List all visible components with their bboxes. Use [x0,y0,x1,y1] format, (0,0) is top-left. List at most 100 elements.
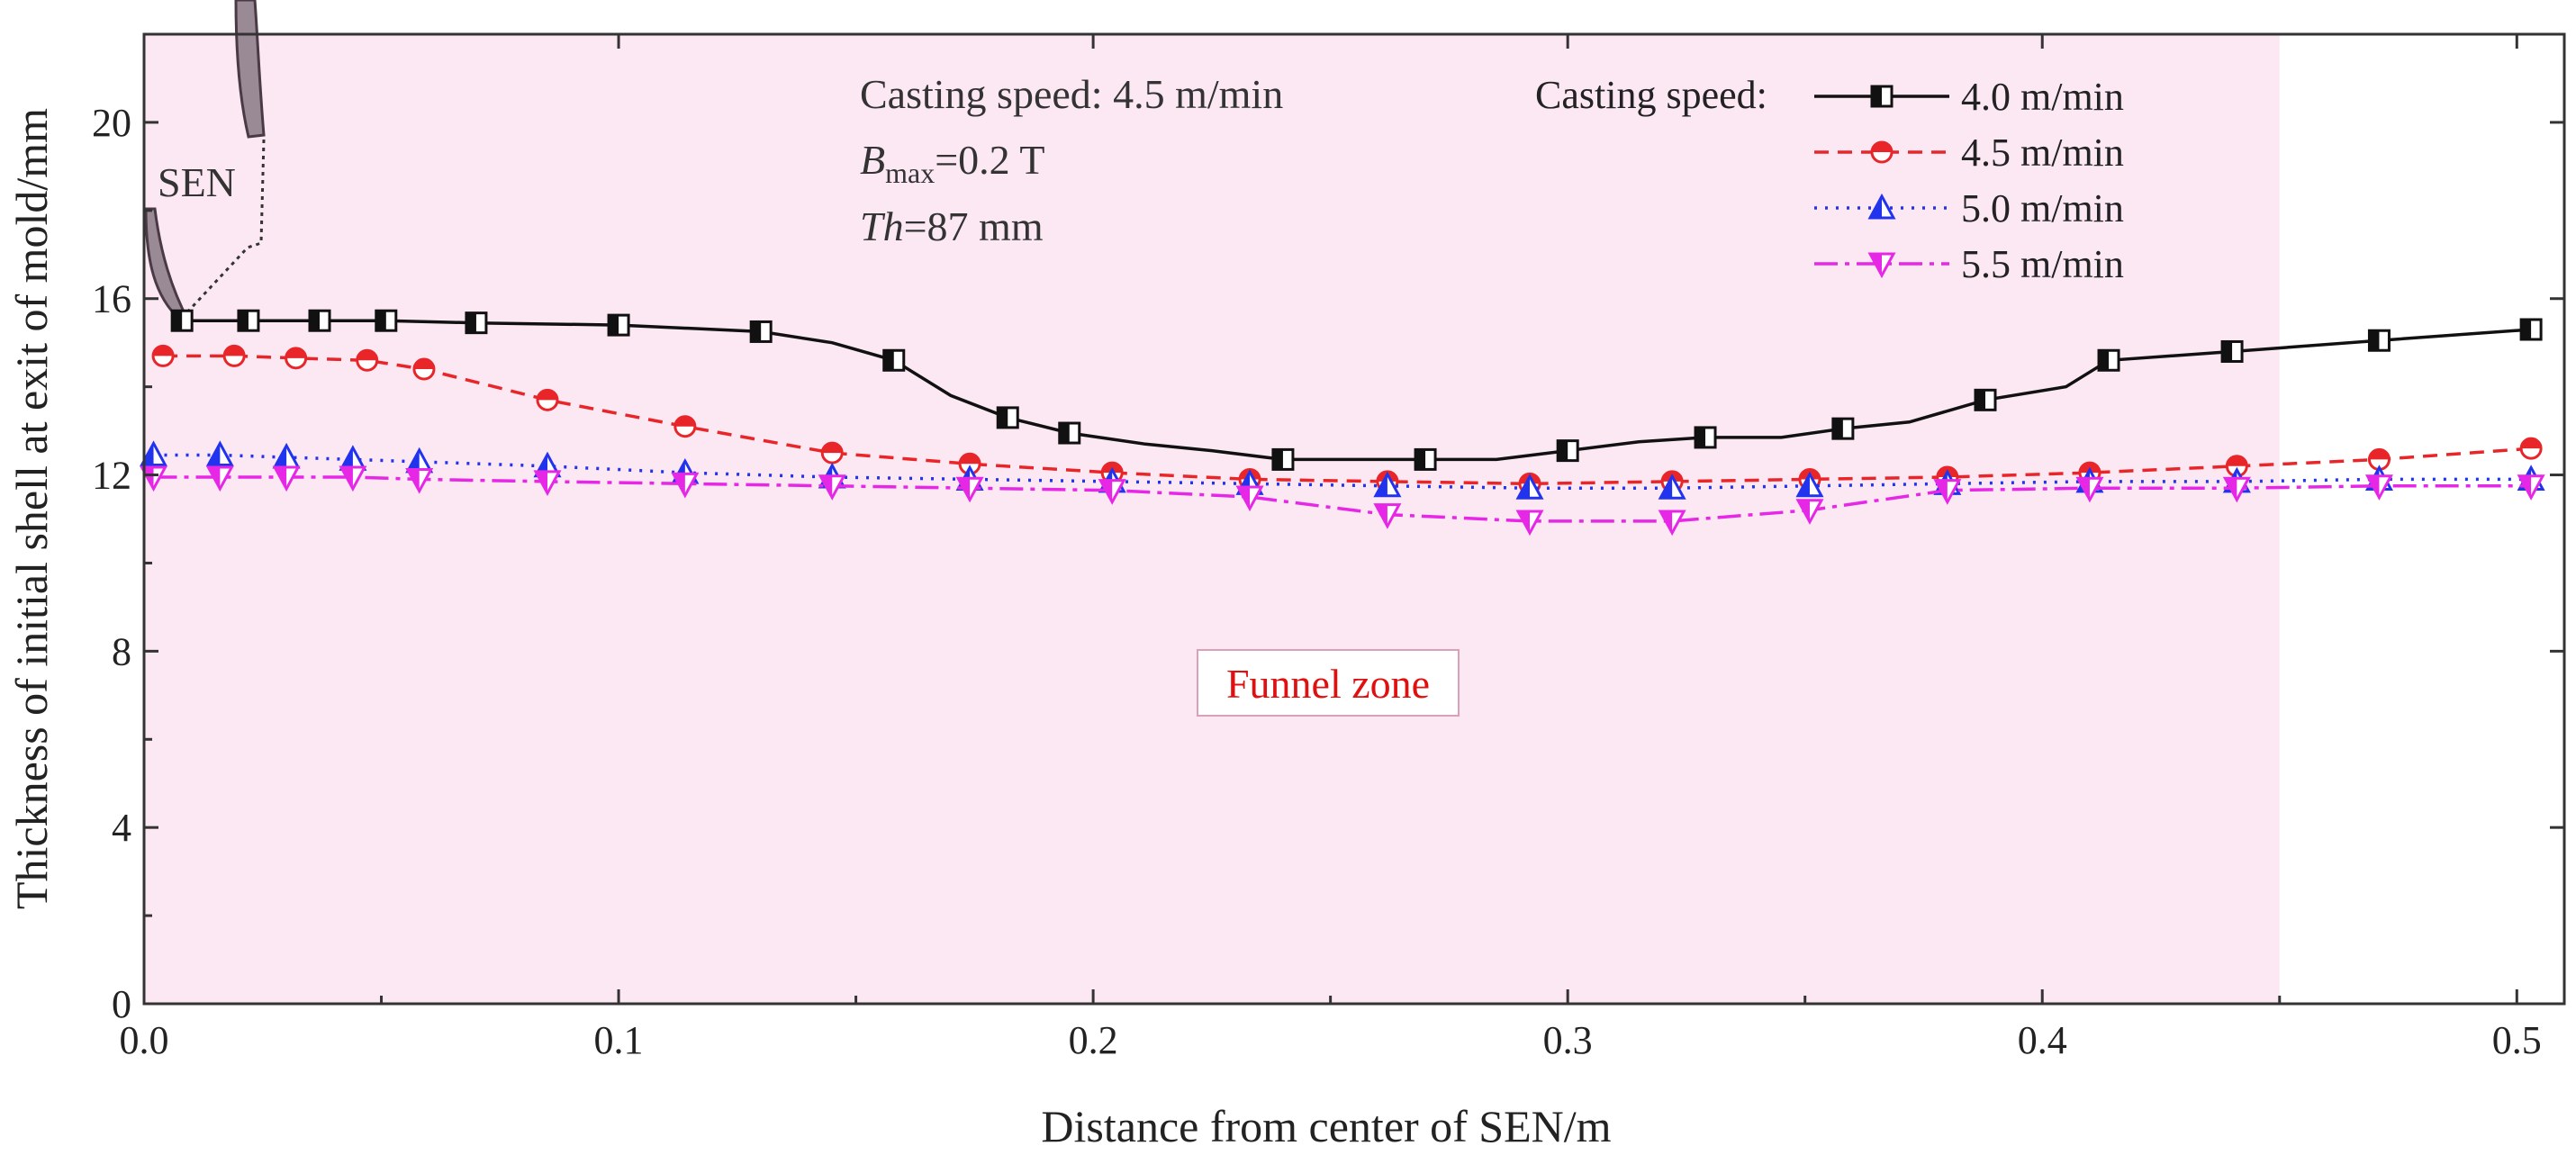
funnel-zone-label: Funnel zone [1226,661,1430,707]
data-point [2097,348,2120,372]
data-point [1974,388,1997,411]
data-point [2519,437,2543,460]
data-point [356,348,379,372]
data-point [1373,471,1402,498]
legend-label: 5.0 m/min [1961,186,2124,230]
data-point [1235,485,1264,512]
funnel-zone-label-bg [1197,649,1460,717]
annotation-casting-speed: Casting speed: 4.5 m/min [860,71,1283,117]
data-point [1867,193,1896,220]
data-point [2225,455,2248,478]
data-point [205,440,234,467]
x-tick-label: 0.2 [1069,1018,1118,1062]
y-axis-title: Thickness of initial shell at exit of mo… [6,108,57,909]
data-point [818,474,846,501]
data-point [1658,474,1686,500]
data-point [2075,476,2104,503]
y-tick-label: 12 [92,454,131,498]
data-point [533,470,562,497]
th-value: =87 mm [904,203,1044,249]
legend-items: 4.0 m/min 4.5 m/min 5.0 m/min 5.5 m/min [1814,75,2124,286]
x-tick-label: 0.0 [120,1018,169,1062]
data-point [820,441,844,465]
data-point [673,415,697,438]
x-tick-label: 0.3 [1543,1018,1593,1062]
y-tick-label: 4 [112,806,131,850]
sen-label: SEN [158,159,236,205]
legend-item: 4.0 m/min [1814,75,2124,119]
sen-outline-dotted [183,139,266,317]
legend-label: 4.0 m/min [1961,75,2124,119]
data-point [607,313,630,337]
data-point [2517,474,2545,501]
data-point [1867,252,1896,279]
series-line [182,319,2532,462]
data-point [1271,447,1295,471]
series-4-0-m-min [170,309,2543,471]
data-point [1058,421,1081,445]
x-tick-label: 0.5 [2492,1018,2542,1062]
data-point [955,476,984,503]
legend-label: 5.5 m/min [1961,242,2124,286]
data-point [237,309,260,332]
data-point [339,465,367,492]
y-tick-label: 0 [112,982,131,1026]
run-conditions-annotation: Casting speed: 4.5 m/min Bmax=0.2 T Th=8… [860,71,1283,249]
data-point [882,348,906,372]
data-point [749,320,773,343]
data-point [465,311,488,335]
x-tick-label: 0.4 [2018,1018,2067,1062]
tick-layer: 0.0 0.1 0.2 0.3 0.4 0.5 0 4 8 12 16 20 [92,32,2564,1062]
data-point [285,347,308,370]
data-point [1515,510,1544,537]
data-point [308,309,331,332]
annotation-thickness: Th=87 mm [860,203,1044,249]
data-point [222,344,246,367]
data-point [536,388,559,411]
data-point [1658,510,1686,537]
data-point [1795,471,1824,498]
legend-item: 5.0 m/min [1814,186,2124,230]
data-point [1870,140,1894,164]
data-point [1515,474,1544,500]
data-point [375,309,398,332]
bmax-value: =0.2 T [935,137,1044,183]
data-point [2220,339,2244,363]
plot-frame [142,32,2566,1006]
legend-item: 4.5 m/min [1814,131,2124,175]
data-point [170,309,194,332]
data-point [412,357,436,381]
data-point [1098,479,1126,505]
legend-title: Casting speed: [1535,73,1767,117]
series-layer [140,309,2545,537]
data-point [405,467,434,494]
data-point [1795,499,1824,525]
data-point [2364,474,2393,501]
annotation-bmax: Bmax=0.2 T [860,137,1044,189]
data-point [1933,479,1962,505]
bmax-subscript: max [885,157,935,189]
y-tick-label: 8 [112,629,131,673]
data-point [272,465,301,492]
legend-item: 5.5 m/min [1814,242,2124,286]
y-tick-label: 20 [92,101,131,145]
data-point [671,472,700,499]
data-point [1373,503,1402,529]
data-point [1831,417,1855,440]
x-axis-title: Distance from center of SEN/m [1041,1101,1611,1151]
data-point [996,406,1019,429]
legend: Casting speed: 4.0 m/min 4.5 m/min 5.0 m/m… [1535,73,2124,286]
data-point [1694,426,1717,449]
data-point [2222,476,2251,503]
series-line [153,453,2532,490]
data-point [1414,447,1437,471]
data-point [2367,329,2391,352]
y-tick-label: 16 [92,277,131,321]
bmax-symbol: B [860,137,885,183]
series-line [153,475,2532,523]
funnel-zone-label-box: Funnel zone [1197,649,1460,717]
data-point [205,465,234,492]
data-point [1556,439,1579,463]
data-point [1870,85,1894,108]
th-symbol: Th [860,203,904,249]
